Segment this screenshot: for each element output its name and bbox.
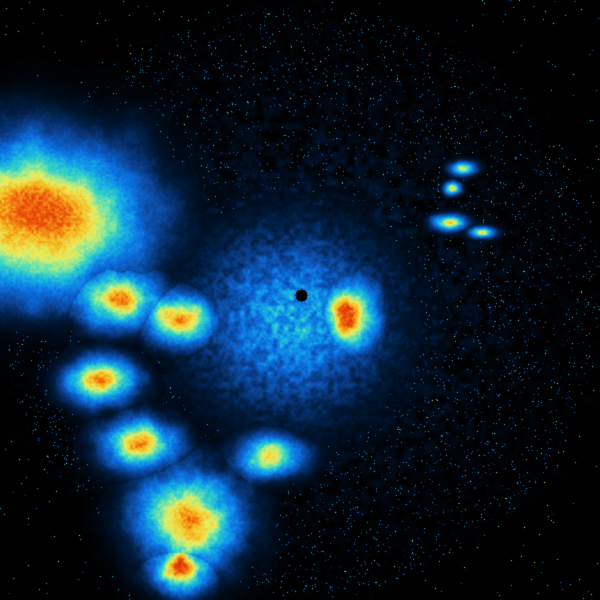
intensity-map-render [0,0,600,600]
false-color-image-canvas: False-color astronomical intensity map o… [0,0,600,600]
